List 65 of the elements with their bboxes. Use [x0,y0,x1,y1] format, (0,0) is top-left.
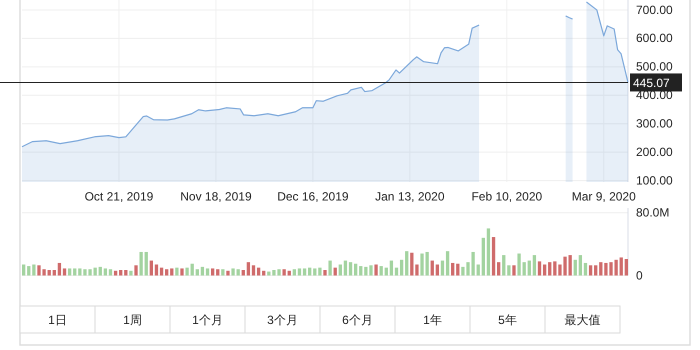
bar [348,262,352,276]
bar [461,266,465,276]
y-tick-label: 400.00 [636,88,674,102]
bar [58,262,62,276]
bar [277,269,281,276]
text: 6个月 [342,313,373,327]
text: 1年 [423,313,442,327]
bar [108,269,112,276]
bar [42,269,46,276]
text: 1个月 [192,313,223,327]
bar [160,268,164,276]
bar [492,237,496,276]
bar [440,260,444,276]
y-tick-label: 80.0M [636,206,670,220]
bar [374,264,378,276]
bar [175,268,179,276]
x-tick-label: Mar 9, 2020 [572,190,636,204]
x-tick-label: Feb 10, 2020 [471,190,542,204]
bar [425,252,429,276]
y-tick-label: 500.00 [636,60,674,74]
bar [410,252,414,276]
y-tick-label: 700.00 [636,2,674,17]
y-tick-label: 300.00 [636,116,674,131]
y-tick-label: 200.00 [636,144,674,159]
bar [486,228,490,276]
text: 1日 [48,313,67,327]
ref-line-label: 445.07 [633,76,670,90]
bar [415,264,419,276]
bar [334,268,337,276]
bar [344,260,348,276]
bar [609,262,613,276]
y-tick-label: 100.00 [636,173,674,188]
bar [568,255,572,276]
bar [563,256,567,276]
text: 5年 [498,313,517,327]
bar [420,254,424,276]
bar [604,262,608,276]
bar [236,269,240,276]
bar [292,269,296,276]
bar [221,269,225,276]
bar [328,260,332,276]
bar [466,262,470,276]
bar [338,264,342,276]
bar [272,270,276,276]
x-tick-label: Oct 21, 2019 [84,190,154,204]
bar [496,262,500,276]
bar [88,269,92,276]
text: 3个月 [267,313,298,327]
bar [267,272,270,276]
y-tick-label: 600.00 [636,31,674,46]
bar [83,269,87,276]
text: 最大值 [564,313,600,327]
bar [150,260,154,276]
bar [154,264,158,276]
bar [558,264,562,276]
text: 1周 [123,313,142,327]
bar [323,270,327,276]
bar [584,262,588,276]
x-tick-label: Nov 18, 2019 [180,190,252,204]
x-tick-label: Dec 16, 2019 [277,190,349,204]
bar [446,251,450,276]
x-tick-label: Jan 13, 2020 [375,190,445,204]
bar [394,268,398,276]
bar [517,254,521,276]
y-tick-label: 0 [636,268,643,282]
